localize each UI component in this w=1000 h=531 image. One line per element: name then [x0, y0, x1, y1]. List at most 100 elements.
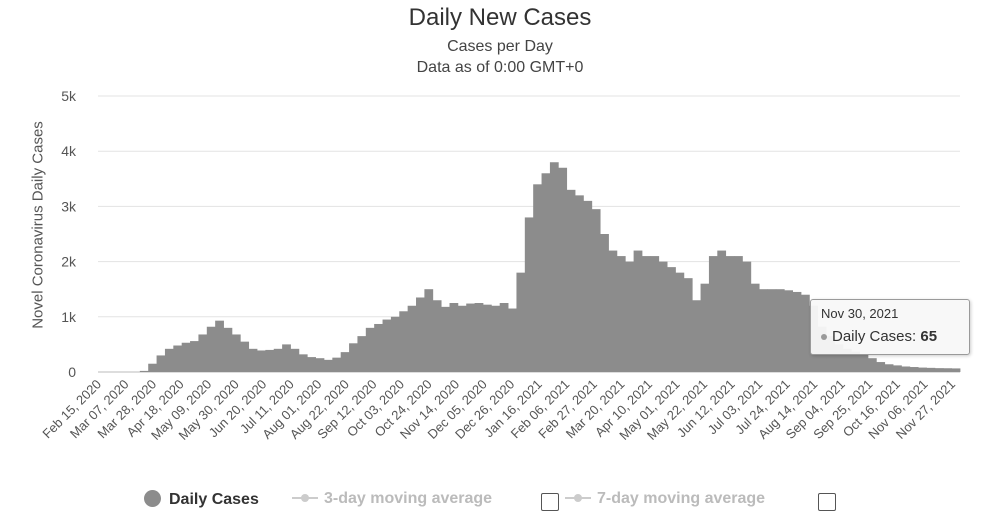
- bar: [934, 368, 944, 372]
- legend-dot-icon: [144, 490, 161, 507]
- y-axis-label-wrap: Novel Coronavirus Daily Cases: [28, 80, 48, 370]
- bar: [499, 303, 509, 372]
- legend-label-7-day-average: 7-day moving average: [597, 490, 766, 507]
- bar: [734, 256, 743, 372]
- checkbox-3-day-average[interactable]: [541, 493, 559, 511]
- bar: [591, 209, 601, 372]
- chart-subtitle: Cases per Day: [447, 38, 553, 55]
- y-tick-label: 1k: [61, 309, 77, 325]
- bar: [474, 303, 484, 372]
- bar: [441, 306, 450, 372]
- bar: [800, 294, 810, 372]
- tooltip-series-dot: [821, 334, 827, 341]
- bar: [349, 343, 358, 372]
- bar: [190, 341, 199, 372]
- y-tick-label: 5k: [61, 88, 77, 104]
- bar: [725, 256, 735, 372]
- bar: [524, 217, 534, 372]
- bar: [650, 256, 660, 372]
- bar: [390, 316, 400, 372]
- bar: [290, 348, 300, 372]
- bar: [943, 368, 953, 372]
- bar: [148, 363, 157, 372]
- bar: [767, 289, 777, 372]
- bar: [466, 303, 475, 372]
- bar: [240, 341, 250, 372]
- bar: [583, 200, 593, 372]
- bar: [407, 305, 417, 372]
- series-daily-cases: [139, 162, 961, 372]
- bar: [273, 348, 283, 372]
- bar: [951, 368, 961, 372]
- bar: [357, 336, 367, 372]
- bar: [516, 272, 526, 372]
- tooltip-value: 65: [920, 328, 938, 345]
- checkbox-7-day-average[interactable]: [818, 493, 836, 511]
- bar: [173, 345, 183, 372]
- legend-item-3-day-average[interactable]: 3-day moving average: [292, 490, 492, 508]
- bar: [884, 364, 894, 372]
- bar: [608, 250, 618, 372]
- bar: [491, 305, 501, 372]
- bar: [784, 290, 794, 372]
- bar: [323, 359, 333, 372]
- chart-data-date: Data as of 0:00 GMT+0: [416, 59, 584, 76]
- bar: [156, 355, 166, 372]
- bar: [717, 250, 727, 372]
- bar: [449, 303, 459, 372]
- bar: [575, 195, 584, 372]
- bar: [700, 283, 710, 372]
- legend-item-daily-cases[interactable]: Daily Cases: [144, 490, 259, 509]
- bar: [206, 326, 216, 372]
- bar: [675, 272, 685, 372]
- bar: [424, 289, 434, 372]
- bar: [683, 278, 693, 372]
- bar: [231, 334, 241, 372]
- bar: [658, 261, 668, 372]
- bar: [508, 308, 517, 372]
- bar: [926, 367, 936, 372]
- bar: [549, 162, 559, 372]
- bar: [298, 354, 308, 372]
- tooltip-label: Daily Cases:: [832, 328, 917, 345]
- bar: [282, 344, 291, 372]
- legend-label-daily-cases: Daily Cases: [169, 491, 259, 508]
- bar: [667, 267, 676, 372]
- bar: [750, 283, 760, 372]
- bar: [867, 358, 877, 372]
- bar: [616, 256, 626, 372]
- bar: [641, 256, 651, 372]
- bar: [759, 289, 768, 372]
- bar: [332, 357, 342, 372]
- tooltip: Nov 30, 2021 Daily Cases: 65: [810, 299, 970, 355]
- bar: [248, 348, 258, 372]
- bar: [792, 291, 802, 372]
- bar: [901, 366, 911, 372]
- y-tick-label: 2k: [61, 254, 77, 270]
- bar: [851, 351, 860, 372]
- bar: [315, 358, 325, 372]
- bar: [558, 167, 568, 372]
- bar: [834, 344, 844, 372]
- y-tick-label: 4k: [61, 143, 77, 159]
- bar: [257, 350, 266, 372]
- bar: [416, 297, 425, 372]
- bar: [541, 173, 551, 372]
- legend-item-7-day-average[interactable]: 7-day moving average: [565, 490, 765, 508]
- bar: [842, 348, 852, 372]
- bar: [340, 352, 350, 372]
- bar: [432, 300, 442, 372]
- legend-label-3-day-average: 3-day moving average: [324, 490, 493, 507]
- bar: [533, 184, 542, 372]
- tooltip-date: Nov 30, 2021: [821, 306, 899, 321]
- bar: [139, 370, 149, 372]
- bar: [223, 327, 233, 372]
- bar: [365, 327, 375, 372]
- bar: [265, 349, 275, 372]
- bar: [625, 261, 635, 372]
- y-tick-label: 0: [68, 364, 76, 380]
- bar: [198, 334, 208, 372]
- bar: [775, 289, 785, 372]
- bar: [457, 305, 467, 372]
- legend-line-marker-icon: [292, 490, 318, 506]
